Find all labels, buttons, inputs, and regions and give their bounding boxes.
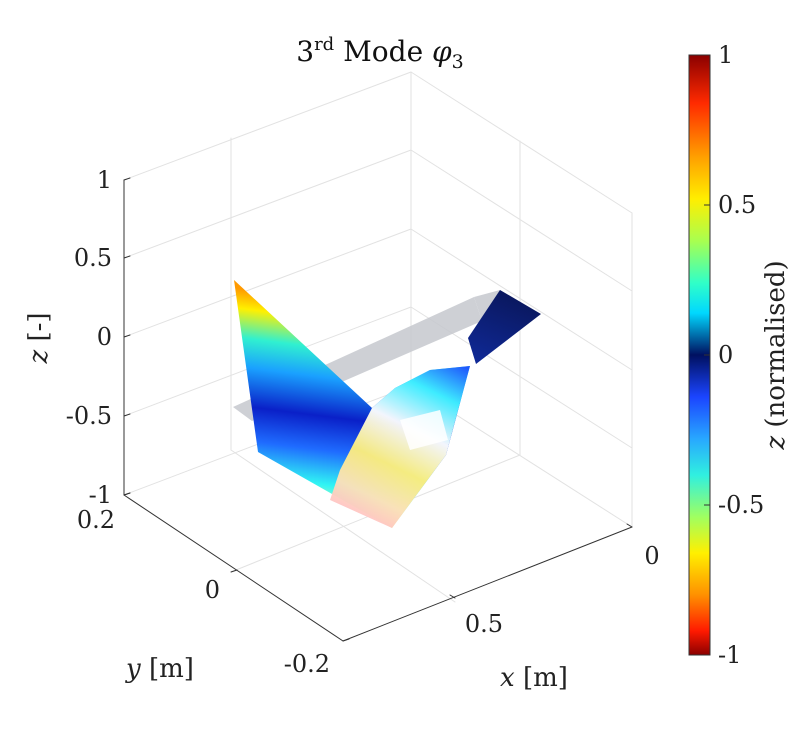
- z-tick-label: 0.5: [74, 244, 112, 272]
- y-tick-label: 0.2: [77, 506, 115, 534]
- z-tick-labels: 1 0.5 0 -0.5 -1: [66, 166, 112, 509]
- x-axis-line: [342, 526, 633, 642]
- x-tick-labels: 0 0.5: [465, 542, 660, 638]
- surface-right-tip: [468, 290, 541, 364]
- undeformed-tip: [474, 290, 500, 321]
- colorbar: 1 0.5 0 -0.5 -1 z (normalised): [688, 41, 791, 669]
- y-axis-line: [123, 494, 344, 642]
- x-tick-label: 0: [644, 542, 659, 570]
- colorbar-tick-labels: 1 0.5 0 -0.5 -1: [718, 41, 764, 669]
- z-tick-label: -0.5: [66, 402, 112, 430]
- colorbar-tick-label: 1: [718, 41, 733, 69]
- z-tick-label: -1: [89, 481, 112, 509]
- y-tick-labels: 0.2 0 -0.2: [77, 506, 330, 678]
- z-tick-label: 0: [97, 323, 112, 351]
- z-tick-label: 1: [97, 166, 112, 194]
- colorbar-tick-label: 0.5: [718, 191, 756, 219]
- colorbar-label: z (normalised): [761, 260, 791, 450]
- y-axis-label: y [m]: [125, 654, 194, 684]
- colorbar-tick-label: 0: [718, 341, 733, 369]
- x-axis-label: x [m]: [500, 663, 568, 693]
- colorbar-ticks: [704, 54, 710, 656]
- y-tick-label: 0: [205, 576, 220, 604]
- z-axis-label: z [-]: [24, 312, 54, 364]
- tick-marks: [123, 177, 633, 642]
- axis-lines: [123, 179, 633, 642]
- surface-white-highlight: [400, 410, 448, 450]
- surface-right-wing: [330, 366, 470, 528]
- chart-title: 3rd Mode φ3: [296, 34, 464, 73]
- y-tick-label: -0.2: [284, 650, 330, 678]
- colorbar-tick-label: -0.5: [718, 491, 764, 519]
- x-tick-label: 0.5: [465, 610, 503, 638]
- mode-shape-surface: [234, 280, 541, 528]
- colorbar-tick-label: -1: [718, 641, 741, 669]
